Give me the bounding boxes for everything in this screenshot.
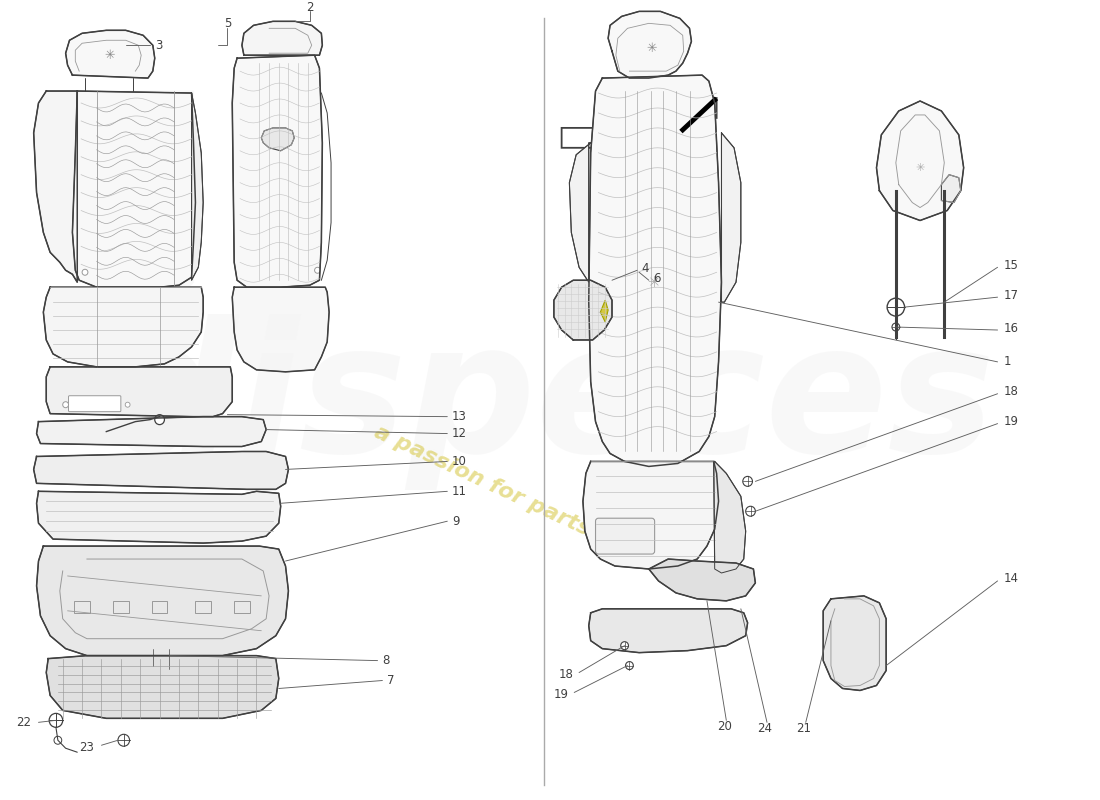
- Text: 15: 15: [1003, 258, 1019, 272]
- Polygon shape: [588, 609, 748, 653]
- Polygon shape: [66, 30, 155, 78]
- Polygon shape: [562, 98, 716, 168]
- Text: 19: 19: [1003, 415, 1019, 428]
- Text: 13: 13: [452, 410, 468, 423]
- Text: 3: 3: [155, 38, 162, 52]
- Polygon shape: [714, 462, 746, 573]
- Text: 9: 9: [452, 514, 460, 528]
- Polygon shape: [570, 143, 591, 282]
- Text: 22: 22: [15, 716, 31, 729]
- Polygon shape: [242, 22, 322, 55]
- Polygon shape: [46, 656, 278, 718]
- Text: ✳: ✳: [104, 49, 114, 62]
- Polygon shape: [649, 559, 756, 601]
- Text: ✳: ✳: [647, 274, 660, 290]
- Text: 1: 1: [1003, 355, 1011, 368]
- Circle shape: [626, 662, 634, 670]
- Text: 7: 7: [387, 674, 395, 687]
- Circle shape: [82, 270, 88, 275]
- FancyBboxPatch shape: [595, 518, 654, 554]
- Text: 18: 18: [559, 668, 573, 681]
- Polygon shape: [722, 133, 740, 302]
- Text: 14: 14: [1003, 573, 1019, 586]
- Polygon shape: [34, 451, 288, 490]
- FancyBboxPatch shape: [68, 396, 121, 412]
- Text: 8: 8: [383, 654, 389, 667]
- Circle shape: [315, 267, 320, 274]
- Circle shape: [892, 323, 900, 331]
- Text: ✳: ✳: [915, 162, 925, 173]
- Circle shape: [50, 714, 63, 727]
- Text: ✳: ✳: [647, 42, 657, 54]
- Text: 21: 21: [796, 722, 812, 735]
- Polygon shape: [232, 55, 322, 287]
- Polygon shape: [877, 101, 964, 221]
- Text: a passion for parts since 1985: a passion for parts since 1985: [372, 422, 723, 600]
- Circle shape: [63, 402, 68, 408]
- Polygon shape: [232, 287, 329, 372]
- Circle shape: [155, 414, 164, 425]
- Text: 18: 18: [1003, 386, 1019, 398]
- Bar: [196, 601, 211, 613]
- Text: 6: 6: [652, 272, 660, 285]
- Bar: [113, 601, 129, 613]
- Polygon shape: [191, 93, 204, 280]
- Text: 5: 5: [223, 17, 231, 30]
- Text: dispeces: dispeces: [109, 314, 996, 490]
- Bar: [75, 601, 90, 613]
- Text: 2: 2: [306, 1, 313, 14]
- Text: 24: 24: [758, 722, 772, 735]
- Circle shape: [746, 506, 756, 516]
- Text: 12: 12: [452, 427, 468, 440]
- Polygon shape: [77, 91, 194, 287]
- Circle shape: [887, 298, 904, 316]
- Polygon shape: [36, 546, 288, 656]
- Circle shape: [620, 642, 628, 650]
- Text: 4: 4: [641, 262, 649, 274]
- Polygon shape: [36, 417, 266, 446]
- Polygon shape: [34, 91, 77, 282]
- Polygon shape: [583, 462, 718, 569]
- Bar: [152, 601, 167, 613]
- Text: 17: 17: [1003, 289, 1019, 302]
- Polygon shape: [823, 596, 887, 690]
- Polygon shape: [36, 491, 280, 543]
- Polygon shape: [73, 91, 196, 287]
- Text: 10: 10: [452, 455, 468, 468]
- Text: 11: 11: [452, 485, 468, 498]
- Text: 19: 19: [553, 688, 569, 701]
- Circle shape: [742, 476, 752, 486]
- Polygon shape: [588, 75, 722, 466]
- Circle shape: [118, 734, 130, 746]
- Polygon shape: [601, 300, 608, 322]
- Text: 23: 23: [79, 741, 94, 754]
- Circle shape: [125, 402, 130, 407]
- Circle shape: [54, 736, 62, 744]
- Polygon shape: [43, 287, 204, 367]
- Polygon shape: [46, 367, 232, 417]
- Polygon shape: [942, 174, 960, 202]
- Text: 20: 20: [717, 720, 732, 733]
- Bar: [234, 601, 250, 613]
- Polygon shape: [608, 11, 692, 78]
- Polygon shape: [554, 280, 612, 340]
- Text: 16: 16: [1003, 322, 1019, 334]
- Polygon shape: [262, 128, 295, 150]
